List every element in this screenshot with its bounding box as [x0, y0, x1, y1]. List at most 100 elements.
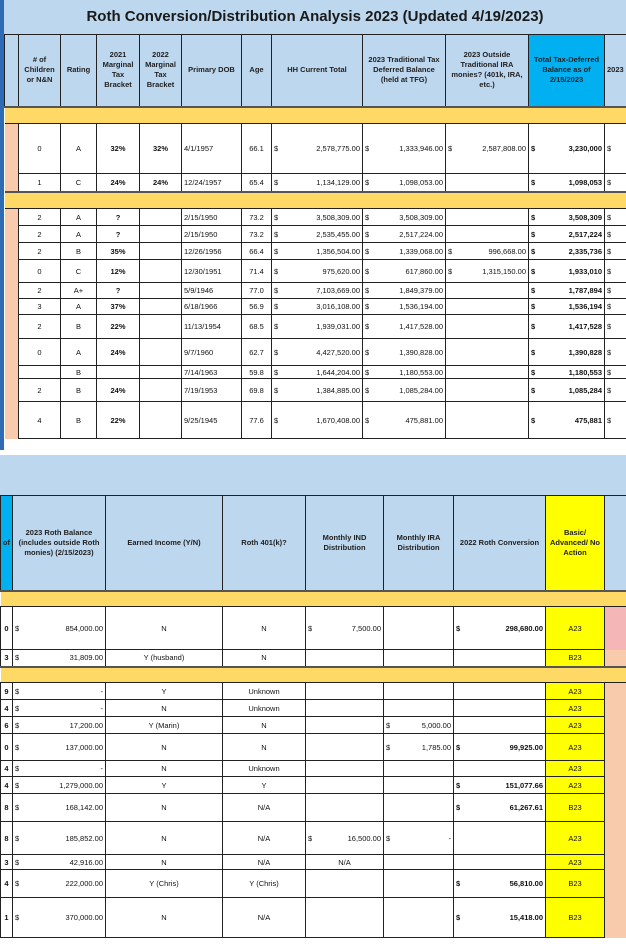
outside-ira-cell[interactable]: $996,668.00 [445, 242, 529, 260]
monthly-ira-cell[interactable]: $5,000.00 [383, 716, 454, 734]
age-cell[interactable]: 77.0 [241, 282, 272, 299]
total-deferred-cell[interactable]: $2,335,736 [528, 242, 605, 260]
children-cell[interactable]: 2 [18, 314, 61, 339]
action-cell[interactable]: A23 [545, 760, 605, 777]
monthly-ind-cell[interactable]: $16,500.00 [305, 821, 384, 855]
children-cell[interactable]: 4 [18, 401, 61, 439]
age-cell[interactable]: 59.8 [241, 365, 272, 379]
dob-cell[interactable]: 5/9/1946 [181, 282, 242, 299]
bracket-2021-cell[interactable]: 22% [96, 314, 140, 339]
children-cell[interactable]: 2 [18, 282, 61, 299]
earned-income-cell[interactable]: Y [105, 682, 223, 700]
column-header[interactable]: # of Children or N&N [18, 34, 61, 107]
dob-cell[interactable]: 7/14/1963 [181, 365, 242, 379]
partial-next-cell[interactable] [604, 776, 626, 794]
partial-next-cell[interactable] [604, 716, 626, 734]
partial-total-cell[interactable]: 8 [0, 821, 13, 855]
total-deferred-cell[interactable]: $1,085,284 [528, 378, 605, 402]
traditional-balance-cell[interactable]: $1,390,828.00 [362, 338, 446, 366]
outside-ira-cell[interactable] [445, 225, 529, 243]
rating-cell[interactable]: A+ [60, 282, 97, 299]
partial-total-cell[interactable]: 3 [0, 854, 13, 870]
roth-conversion-cell[interactable] [453, 716, 546, 734]
total-deferred-cell[interactable]: $1,787,894 [528, 282, 605, 299]
column-header[interactable]: Monthly IRA Distribution [383, 495, 454, 591]
partial-total-cell[interactable]: 4 [0, 760, 13, 777]
roth-conversion-cell[interactable]: $99,925.00 [453, 733, 546, 761]
outside-ira-cell[interactable]: $1,315,150.00 [445, 259, 529, 283]
traditional-balance-cell[interactable]: $2,517,224.00 [362, 225, 446, 243]
bracket-2022-cell[interactable] [139, 365, 182, 379]
monthly-ira-cell[interactable] [383, 854, 454, 870]
column-header[interactable]: Rating [60, 34, 97, 107]
partial-roth-cell[interactable]: $ [604, 282, 626, 299]
bracket-2022-cell[interactable]: 32% [139, 123, 182, 174]
partial-roth-cell[interactable]: $ [604, 123, 626, 174]
age-cell[interactable]: 66.1 [241, 123, 272, 174]
monthly-ind-cell[interactable] [305, 649, 384, 667]
partial-total-cell[interactable]: 0 [0, 606, 13, 650]
monthly-ind-cell[interactable] [305, 897, 384, 938]
roth-401k-cell[interactable]: Y [222, 776, 306, 794]
roth-conversion-cell[interactable] [453, 649, 546, 667]
rating-cell[interactable]: A [60, 208, 97, 226]
monthly-ind-cell[interactable] [305, 733, 384, 761]
earned-income-cell[interactable]: Y [105, 776, 223, 794]
monthly-ind-cell[interactable] [305, 869, 384, 898]
total-deferred-cell[interactable]: $1,390,828 [528, 338, 605, 366]
roth-balance-cell[interactable]: $42,916.00 [12, 854, 106, 870]
total-deferred-cell[interactable]: $3,230,000 [528, 123, 605, 174]
outside-ira-cell[interactable] [445, 314, 529, 339]
bracket-2022-cell[interactable] [139, 314, 182, 339]
monthly-ira-cell[interactable]: $ - [383, 821, 454, 855]
children-cell[interactable]: 2 [18, 225, 61, 243]
roth-balance-cell[interactable]: $370,000.00 [12, 897, 106, 938]
partial-roth-cell[interactable]: $ [604, 259, 626, 283]
bracket-2021-cell[interactable]: ? [96, 225, 140, 243]
monthly-ira-cell[interactable] [383, 869, 454, 898]
roth-401k-cell[interactable]: Unknown [222, 682, 306, 700]
bracket-2021-cell[interactable]: 37% [96, 298, 140, 315]
bracket-2022-cell[interactable] [139, 242, 182, 260]
bracket-2021-cell[interactable]: ? [96, 282, 140, 299]
column-header[interactable]: Total Tax-Deferred Balance as of 2/15/20… [528, 34, 605, 107]
roth-conversion-cell[interactable] [453, 854, 546, 870]
dob-cell[interactable]: 9/7/1960 [181, 338, 242, 366]
hh-total-cell[interactable]: $1,644,204.00 [271, 365, 363, 379]
age-cell[interactable]: 73.2 [241, 208, 272, 226]
roth-conversion-cell[interactable] [453, 760, 546, 777]
monthly-ind-cell[interactable]: N/A [305, 854, 384, 870]
children-cell[interactable]: 3 [18, 298, 61, 315]
children-cell[interactable]: 0 [18, 259, 61, 283]
partial-next-cell[interactable] [604, 760, 626, 777]
partial-roth-cell[interactable]: $ [604, 378, 626, 402]
earned-income-cell[interactable]: N [105, 733, 223, 761]
roth-401k-cell[interactable]: N/A [222, 897, 306, 938]
roth-401k-cell[interactable]: N [222, 716, 306, 734]
rating-cell[interactable]: B [60, 242, 97, 260]
bracket-2022-cell[interactable] [139, 378, 182, 402]
roth-balance-cell[interactable]: $ - [12, 682, 106, 700]
partial-roth-cell[interactable]: $ [604, 242, 626, 260]
partial-roth-cell[interactable]: $ [604, 225, 626, 243]
partial-next-cell[interactable] [604, 793, 626, 822]
monthly-ind-cell[interactable] [305, 716, 384, 734]
age-cell[interactable]: 56.9 [241, 298, 272, 315]
row-marker[interactable] [4, 314, 19, 339]
row-marker[interactable] [4, 298, 19, 315]
row-marker[interactable] [4, 225, 19, 243]
column-header[interactable]: Monthly IND Distribution [305, 495, 384, 591]
rating-cell[interactable]: C [60, 259, 97, 283]
children-cell[interactable]: 1 [18, 173, 61, 192]
earned-income-cell[interactable]: N [105, 699, 223, 717]
monthly-ira-cell[interactable] [383, 649, 454, 667]
partial-total-cell[interactable]: 4 [0, 699, 13, 717]
hh-total-cell[interactable]: $1,384,885.00 [271, 378, 363, 402]
earned-income-cell[interactable]: N [105, 821, 223, 855]
bracket-2021-cell[interactable] [96, 365, 140, 379]
partial-total-cell[interactable]: 8 [0, 793, 13, 822]
partial-next-cell[interactable] [604, 733, 626, 761]
action-cell[interactable]: A23 [545, 733, 605, 761]
bracket-2021-cell[interactable]: ? [96, 208, 140, 226]
hh-total-cell[interactable]: $7,103,669.00 [271, 282, 363, 299]
